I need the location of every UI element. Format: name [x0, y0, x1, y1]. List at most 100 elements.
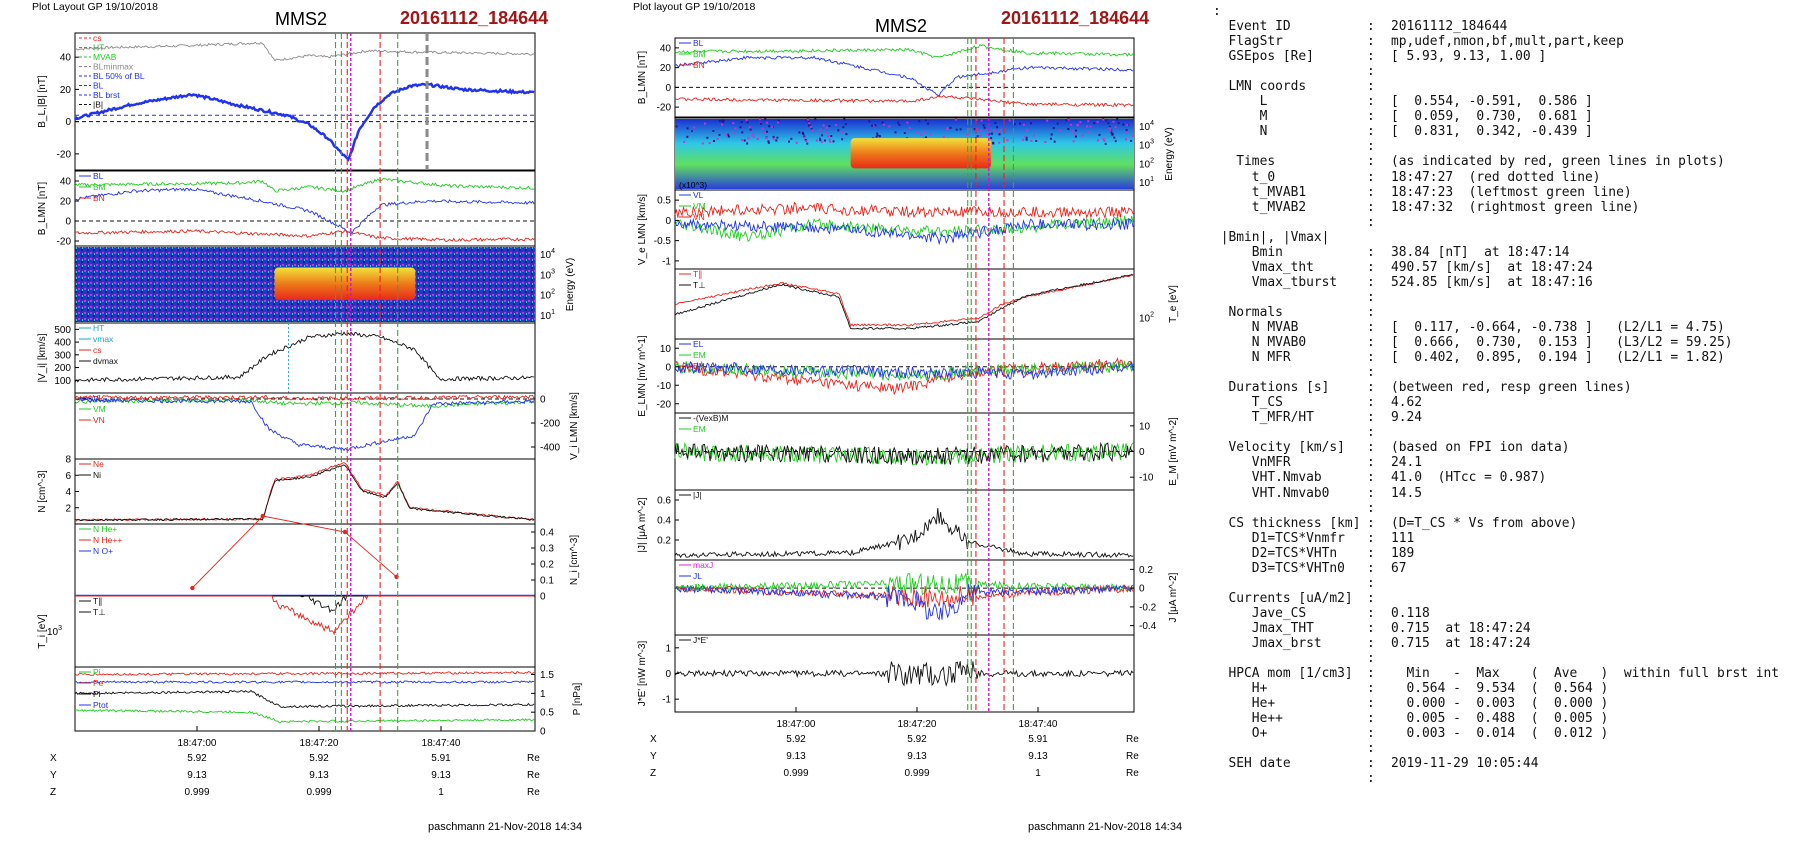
spectrogram-speck	[1122, 123, 1125, 126]
ephemeris-value: 5.92	[907, 734, 927, 745]
spectrogram-speck	[1067, 128, 1070, 131]
y-tick-label: 0	[65, 217, 71, 228]
info-colon: :	[1367, 500, 1375, 516]
info-key: Event ID	[1213, 19, 1291, 35]
spectrogram-speck	[1102, 118, 1105, 121]
y-tick-label: -200	[540, 419, 560, 430]
series-line	[74, 689, 535, 709]
info-row: M: [ 0.059, 0.730, 0.681 ]	[1213, 109, 1779, 124]
legend-label: T⊥	[93, 607, 106, 617]
info-colon: :	[1367, 214, 1375, 230]
spectrogram-speck	[795, 141, 798, 144]
legend-label: N He+	[93, 524, 117, 534]
info-colon: :	[1367, 335, 1375, 351]
ephemeris-value: 5.92	[786, 734, 806, 745]
x-tick-label: 18:47:00	[777, 719, 816, 730]
legend-label: BM	[93, 182, 106, 192]
y-axis-label: V_e LMN [km/s]	[637, 194, 648, 265]
spectrogram-speck	[803, 136, 806, 139]
y-tick-label: -1	[662, 256, 671, 267]
spectrogram-speck	[875, 135, 878, 138]
info-colon: :	[1367, 244, 1375, 260]
spectrogram-speck	[897, 121, 900, 124]
legend-label: VM	[693, 201, 706, 211]
info-row: :	[1213, 365, 1779, 380]
spectrogram-speck	[828, 125, 831, 128]
info-value: 38.84 [nT] at 18:47:14	[1391, 244, 1570, 260]
spectrogram-speck	[998, 141, 1001, 144]
info-key: T_CS	[1213, 395, 1283, 411]
spectrogram-speck	[725, 134, 728, 137]
spectrogram-speck	[712, 129, 715, 132]
panel-L3: 101 102 103 104 Energy (eV)	[74, 245, 576, 324]
spectrogram-speck	[721, 121, 724, 124]
y-axis-label: B_L,|B| [nT]	[37, 75, 48, 128]
info-row: Durations [s]: (between red, resp green l…	[1213, 380, 1779, 395]
spectrogram-speck	[1131, 134, 1134, 137]
info-colon: :	[1367, 259, 1375, 275]
spectrogram-speck	[741, 131, 744, 134]
info-colon: :	[1367, 590, 1375, 606]
legend-label: BL	[93, 171, 104, 181]
info-key: N MFR	[1213, 350, 1291, 366]
info-value: 18:47:23 (leftmost green line)	[1391, 184, 1632, 200]
spectrogram-speck	[872, 124, 875, 127]
legend-label: |B|	[93, 100, 103, 110]
info-key: |Bmin|, |Vmax|	[1213, 229, 1330, 245]
info-colon: :	[1367, 199, 1375, 215]
legend-label: |J|	[693, 490, 702, 500]
spectrogram-speck	[1056, 122, 1059, 125]
spectrogram-speck	[1105, 119, 1108, 122]
info-row: Vmax_tburst:524.85 [km/s] at 18:47:16	[1213, 275, 1779, 290]
legend-label: JN	[693, 582, 703, 592]
spectrogram-speck	[751, 133, 754, 136]
spectrogram-speck	[906, 121, 909, 124]
y-tick-label: 0	[540, 727, 546, 738]
spectrogram-speck	[1096, 120, 1099, 123]
info-value: Min - Max ( Ave ) within full brst int	[1391, 666, 1780, 682]
spectrogram-speck	[767, 140, 770, 143]
spectrogram-speck	[749, 128, 752, 131]
y-tick-label: 0.2	[1139, 565, 1153, 576]
spectrogram-speck	[765, 130, 768, 133]
legend-label: T∥	[693, 269, 702, 279]
info-colon: :	[1367, 440, 1375, 456]
spectrogram-speck	[739, 126, 742, 129]
y-tick-label: 8	[65, 455, 71, 466]
spectrogram-speck	[1072, 140, 1075, 143]
ephemeris-name: Z	[50, 787, 56, 798]
info-row: Jave_CS:0.118	[1213, 606, 1779, 621]
info-row: HPCA mom [1/cm3]: Min - Max ( Ave ) with…	[1213, 666, 1780, 682]
spectrogram-speck	[802, 133, 805, 136]
info-value: 20161112_184644	[1391, 19, 1508, 35]
spectrogram-speck	[894, 131, 897, 134]
spectrogram-speck	[759, 122, 762, 125]
spectrogram-speck	[807, 120, 810, 123]
data-point	[190, 585, 195, 591]
series-line	[674, 273, 1134, 328]
spectrogram-speck	[727, 135, 730, 138]
x-tick-label: 18:47:40	[1019, 719, 1058, 730]
spectrogram-speck	[871, 124, 874, 127]
tick-exponent: 3	[58, 625, 62, 632]
spectrogram-speck	[806, 142, 809, 145]
panel-frame	[74, 666, 536, 732]
info-value: [ 0.666, 0.730, 0.153 ] (L3/L2 = 59.25)	[1391, 335, 1733, 351]
unit-note: (x10^3)	[679, 180, 707, 190]
spectrogram-speck	[990, 137, 993, 140]
y-tick-label: -400	[540, 443, 560, 454]
spectrogram-speck	[959, 128, 962, 131]
left-event-title: 20161112_184644	[400, 8, 549, 28]
info-colon: :	[1367, 94, 1375, 110]
spectrogram-speck	[868, 120, 871, 123]
y-axis-label: V_i LMN [km/s]	[569, 392, 580, 460]
info-value: (based on FPI ion data)	[1391, 440, 1570, 456]
y-tick-label: 0	[665, 362, 671, 373]
panel-frame	[74, 523, 536, 597]
y-tick-label: -0.4	[1139, 621, 1157, 632]
spectrogram-speck	[903, 132, 906, 135]
